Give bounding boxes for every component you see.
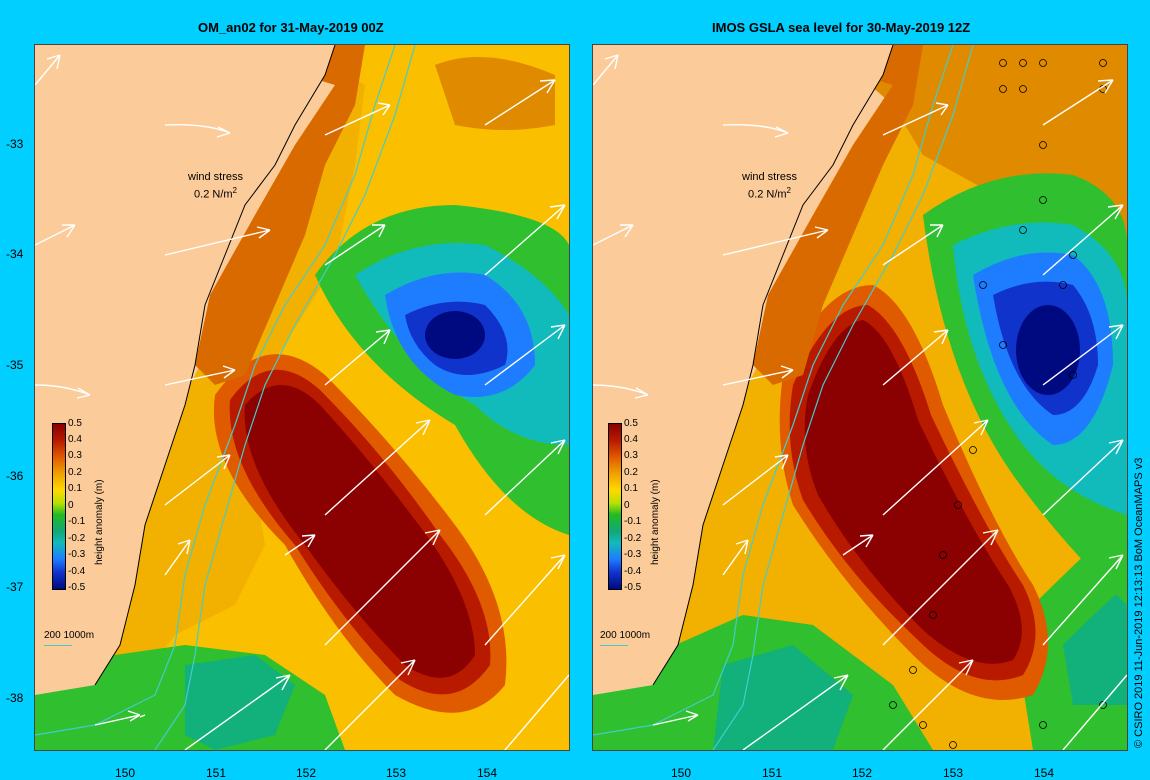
x-tick-label: 151	[762, 766, 783, 780]
right-map-svg	[593, 45, 1127, 750]
depth-legend: 200 1000m	[44, 630, 95, 641]
x-tick-label: 154	[477, 766, 498, 780]
y-tick-label: -38	[6, 691, 24, 705]
colorbar-label: -0.1	[624, 516, 642, 527]
colorbar-label: 0.2	[68, 467, 82, 478]
colorbar-label: 0.3	[624, 450, 638, 461]
wind-legend-line1: wind stress	[742, 171, 798, 183]
colorbar-label: -0.4	[68, 566, 86, 577]
left-map	[34, 44, 570, 751]
wind-stress-legend: wind stress 0.2 N/m2	[188, 170, 243, 202]
x-tick-label: 150	[115, 766, 136, 780]
x-tick-label: 153	[386, 766, 407, 780]
depth-legend-line	[44, 645, 72, 646]
y-tick-label: -37	[6, 580, 24, 594]
x-tick-label: 152	[296, 766, 317, 780]
right-map	[592, 44, 1128, 751]
colorbar-label: 0.1	[68, 483, 82, 494]
x-tick-label: 154	[1034, 766, 1055, 780]
wind-legend-line1: wind stress	[188, 171, 244, 183]
wind-stress-legend: wind stress 0.2 N/m2	[742, 170, 797, 202]
colorbar-label: 0.5	[624, 418, 638, 429]
colorbar-label: 0.2	[624, 467, 638, 478]
colorbar-label: 0.4	[624, 434, 638, 445]
y-tick-label: -33	[6, 137, 24, 151]
colorbar-label: -0.3	[624, 549, 642, 560]
x-tick-label: 153	[943, 766, 964, 780]
colorbar-label: 0	[68, 500, 74, 511]
credit-text: © CSIRO 2019 11-Jun-2019 12:13:13 BoM Oc…	[1133, 457, 1145, 748]
y-tick-label: -34	[6, 247, 24, 261]
colorbar-label: -0.3	[68, 549, 86, 560]
x-tick-label: 151	[206, 766, 227, 780]
colorbar-label: -0.5	[68, 582, 86, 593]
observation-markers	[889, 59, 1107, 749]
depth-legend: 200 1000m	[600, 630, 651, 641]
left-panel-title: OM_an02 for 31-May-2019 00Z	[198, 20, 384, 35]
y-tick-label: -35	[6, 358, 24, 372]
colorbar-label: 0.4	[68, 434, 82, 445]
colorbar-label: 0.5	[68, 418, 82, 429]
colorbar-label: -0.2	[68, 533, 86, 544]
colorbar-label: -0.5	[624, 582, 642, 593]
colorbar-label: -0.1	[68, 516, 86, 527]
colorbar-label: 0.1	[624, 483, 638, 494]
colorbar	[608, 423, 622, 590]
wind-legend-line2: 0.2 N/m2	[194, 186, 237, 201]
x-tick-label: 152	[852, 766, 873, 780]
depth-legend-line	[600, 645, 628, 646]
left-land	[35, 45, 335, 695]
colorbar-title: height anomaly (m)	[650, 479, 661, 565]
colorbar-label: -0.4	[624, 566, 642, 577]
left-map-svg	[35, 45, 569, 750]
y-tick-label: -36	[6, 469, 24, 483]
right-land	[593, 45, 893, 695]
colorbar-title: height anomaly (m)	[94, 479, 105, 565]
colorbar-label: 0	[624, 500, 630, 511]
colorbar-label: -0.2	[624, 533, 642, 544]
colorbar-label: 0.3	[68, 450, 82, 461]
wind-legend-line2: 0.2 N/m2	[748, 186, 791, 201]
right-panel-title: IMOS GSLA sea level for 30-May-2019 12Z	[712, 20, 971, 35]
colorbar	[52, 423, 66, 590]
x-tick-label: 150	[671, 766, 692, 780]
